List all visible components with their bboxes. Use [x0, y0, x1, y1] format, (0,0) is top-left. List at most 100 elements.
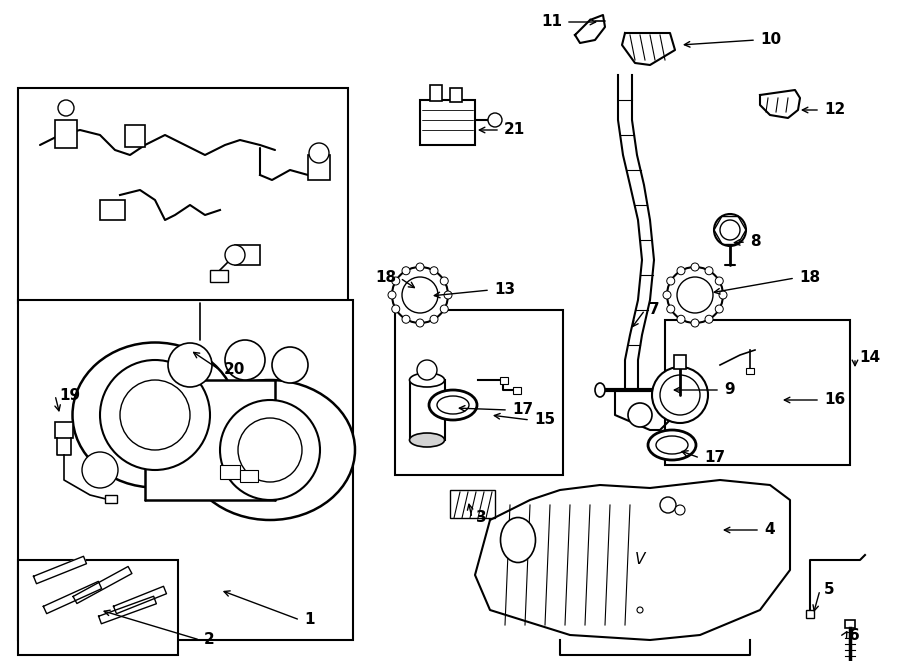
Circle shape: [705, 315, 713, 323]
Bar: [395, 310, 563, 475]
Ellipse shape: [665, 383, 675, 397]
Circle shape: [667, 267, 723, 323]
Bar: [220, 465, 240, 479]
Ellipse shape: [410, 433, 445, 447]
Text: 14: 14: [859, 350, 880, 366]
Circle shape: [392, 277, 400, 285]
Circle shape: [691, 263, 699, 271]
Circle shape: [714, 214, 746, 246]
Bar: [845, 620, 855, 628]
Circle shape: [272, 347, 308, 383]
Circle shape: [238, 418, 302, 482]
Bar: [500, 377, 508, 384]
Circle shape: [440, 277, 448, 285]
Circle shape: [120, 380, 190, 450]
Circle shape: [720, 220, 740, 240]
Bar: [210, 270, 228, 282]
Text: 19: 19: [59, 387, 80, 403]
Bar: [105, 495, 117, 503]
Text: 6: 6: [849, 627, 859, 642]
Bar: [746, 368, 754, 374]
Ellipse shape: [437, 396, 469, 414]
Circle shape: [168, 343, 212, 387]
Bar: [420, 100, 475, 145]
Bar: [18, 88, 348, 303]
Circle shape: [667, 305, 675, 313]
Ellipse shape: [500, 518, 536, 563]
Ellipse shape: [73, 342, 238, 488]
Circle shape: [417, 360, 437, 380]
Circle shape: [416, 263, 424, 271]
Circle shape: [719, 291, 727, 299]
Circle shape: [392, 267, 448, 323]
Polygon shape: [33, 557, 86, 584]
Circle shape: [488, 113, 502, 127]
Bar: [145, 380, 275, 500]
Circle shape: [628, 403, 652, 427]
Circle shape: [392, 305, 400, 313]
Ellipse shape: [410, 373, 445, 387]
Text: 3: 3: [476, 510, 487, 525]
Bar: [806, 610, 814, 618]
Circle shape: [663, 291, 671, 299]
Circle shape: [309, 143, 329, 163]
Text: 12: 12: [824, 102, 845, 118]
Circle shape: [677, 267, 685, 275]
Bar: [100, 200, 125, 220]
Circle shape: [716, 305, 724, 313]
Text: 17: 17: [512, 403, 533, 418]
Circle shape: [220, 400, 320, 500]
Text: 11: 11: [541, 15, 562, 30]
Circle shape: [430, 315, 438, 323]
Circle shape: [416, 319, 424, 327]
Bar: [430, 85, 442, 101]
Bar: [235, 245, 260, 265]
Text: 18: 18: [375, 270, 396, 286]
Text: 5: 5: [824, 582, 834, 598]
Text: 18: 18: [799, 270, 820, 286]
Bar: [513, 387, 521, 394]
Circle shape: [637, 607, 643, 613]
Polygon shape: [73, 566, 132, 603]
Circle shape: [444, 291, 452, 299]
Bar: [410, 380, 445, 440]
Text: 13: 13: [494, 282, 515, 297]
Text: 4: 4: [764, 522, 775, 537]
Circle shape: [388, 291, 396, 299]
Circle shape: [82, 452, 118, 488]
Bar: [450, 88, 462, 102]
Text: 17: 17: [704, 451, 725, 465]
Bar: [18, 300, 353, 640]
Text: 1: 1: [304, 613, 314, 627]
Ellipse shape: [648, 430, 696, 460]
Polygon shape: [113, 586, 166, 613]
Polygon shape: [43, 582, 102, 613]
Bar: [308, 155, 330, 180]
Text: 10: 10: [760, 32, 781, 48]
Circle shape: [675, 505, 685, 515]
Bar: [55, 422, 73, 438]
Polygon shape: [575, 15, 605, 43]
Ellipse shape: [185, 380, 355, 520]
Circle shape: [430, 267, 438, 275]
Circle shape: [691, 319, 699, 327]
Bar: [674, 355, 686, 369]
Text: 16: 16: [824, 393, 845, 407]
Bar: [55, 120, 77, 148]
Bar: [125, 125, 145, 147]
Ellipse shape: [656, 436, 688, 454]
Circle shape: [716, 277, 724, 285]
Circle shape: [100, 360, 210, 470]
Text: 9: 9: [724, 383, 734, 397]
Text: 15: 15: [534, 412, 555, 428]
Bar: [450, 490, 495, 518]
Circle shape: [705, 267, 713, 275]
Circle shape: [677, 277, 713, 313]
Circle shape: [440, 305, 448, 313]
Text: 2: 2: [204, 633, 215, 648]
Text: 7: 7: [649, 303, 660, 317]
Text: 20: 20: [224, 362, 246, 377]
Circle shape: [225, 340, 265, 380]
Bar: [18, 560, 178, 655]
Text: 8: 8: [750, 235, 760, 249]
